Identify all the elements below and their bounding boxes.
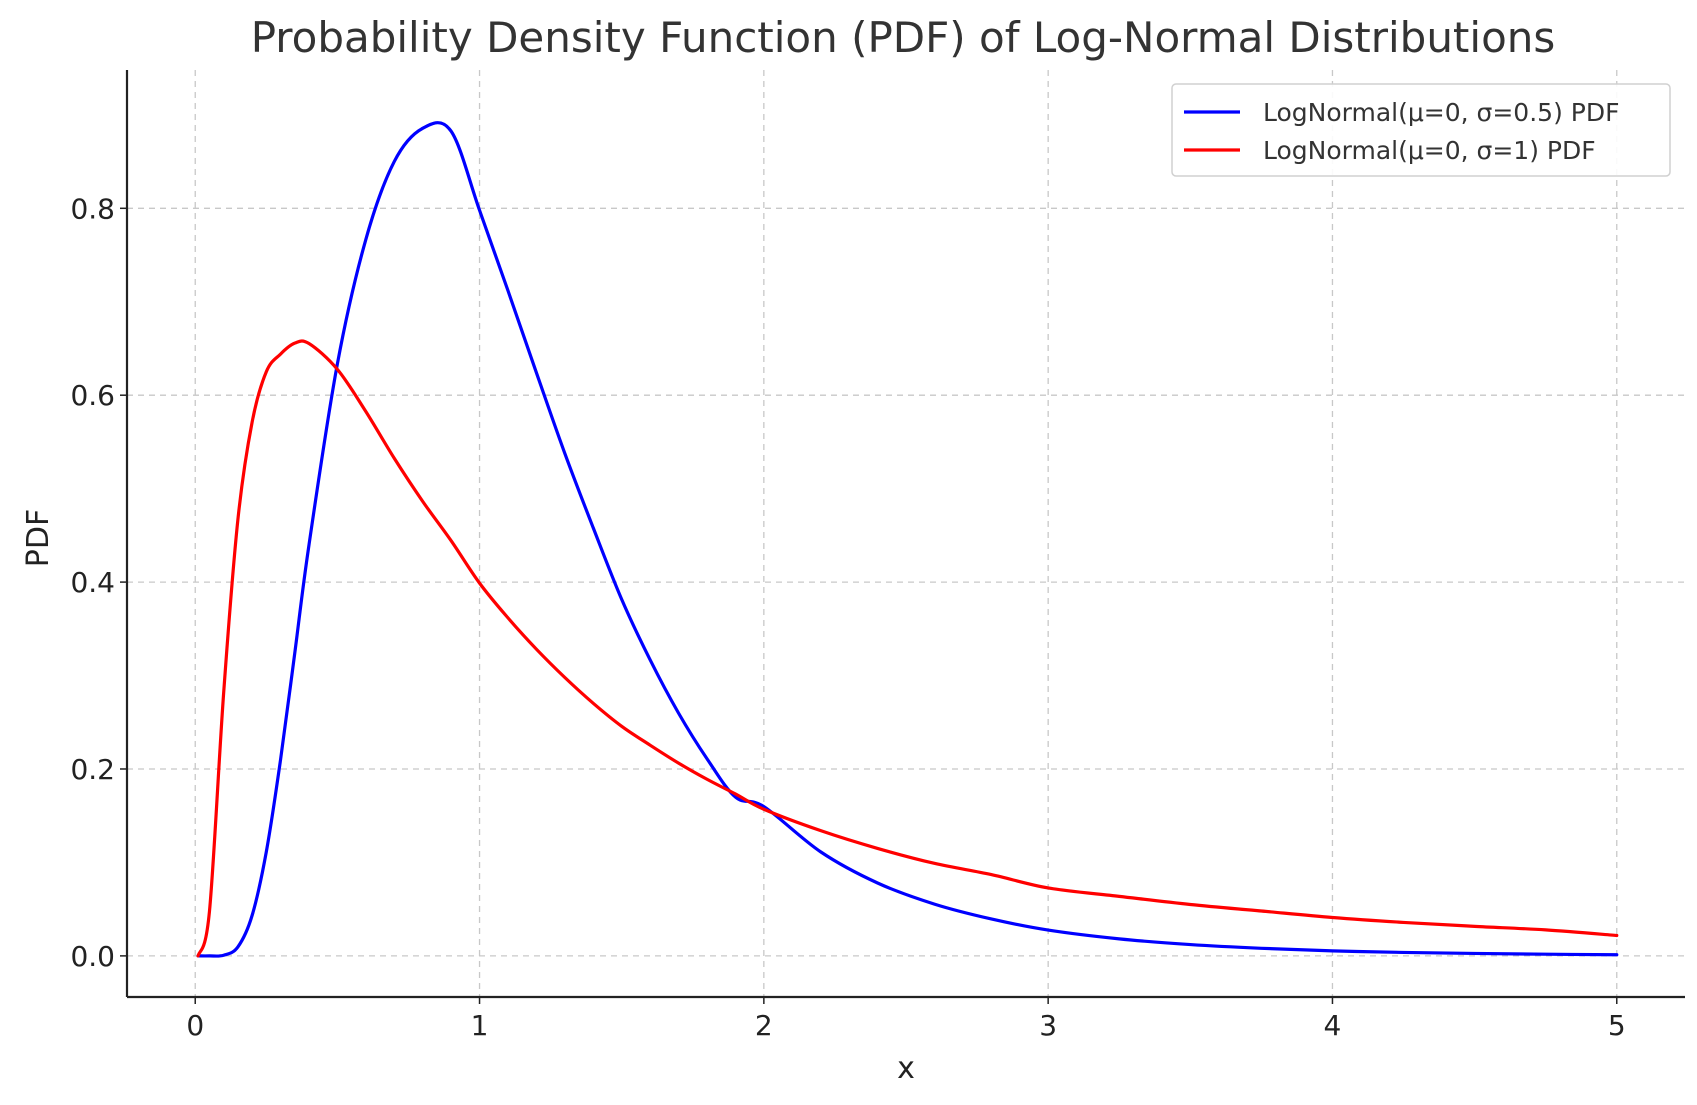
x-tick-label: 3 bbox=[1039, 1009, 1057, 1042]
legend-box bbox=[1171, 83, 1671, 177]
y-tick-label: 0.6 bbox=[70, 379, 115, 412]
y-tick-label: 0.0 bbox=[70, 940, 115, 973]
y-tick-label: 0.2 bbox=[70, 753, 115, 786]
axes bbox=[125, 70, 1685, 999]
legend-label-2: LogNormal(μ=0, σ=1) PDF bbox=[1263, 136, 1596, 165]
x-tick-label: 5 bbox=[1608, 1009, 1626, 1042]
y-axis-label: PDF bbox=[21, 509, 56, 567]
legend: LogNormal(μ=0, σ=0.5) PDF LogNormal(μ=0, … bbox=[1171, 83, 1671, 177]
series-line-1 bbox=[196, 121, 1619, 958]
legend-label-1: LogNormal(μ=0, σ=0.5) PDF bbox=[1263, 98, 1619, 127]
chart-title: Probability Density Function (PDF) of Lo… bbox=[251, 13, 1556, 62]
y-tick-label: 0.8 bbox=[70, 192, 115, 225]
x-tick-label: 2 bbox=[755, 1009, 773, 1042]
y-axis-ticks: 0.0 0.2 0.4 0.6 0.8 bbox=[70, 192, 127, 973]
x-axis-ticks: 0 1 2 3 4 5 bbox=[186, 997, 1626, 1042]
series-lines bbox=[196, 121, 1619, 958]
grid-lines bbox=[127, 70, 1685, 997]
y-tick-label: 0.4 bbox=[70, 566, 115, 599]
x-tick-label: 4 bbox=[1324, 1009, 1342, 1042]
x-tick-label: 1 bbox=[471, 1009, 489, 1042]
x-axis-label: x bbox=[897, 1051, 915, 1086]
x-tick-label: 0 bbox=[186, 1009, 204, 1042]
series-line-2 bbox=[196, 339, 1619, 958]
